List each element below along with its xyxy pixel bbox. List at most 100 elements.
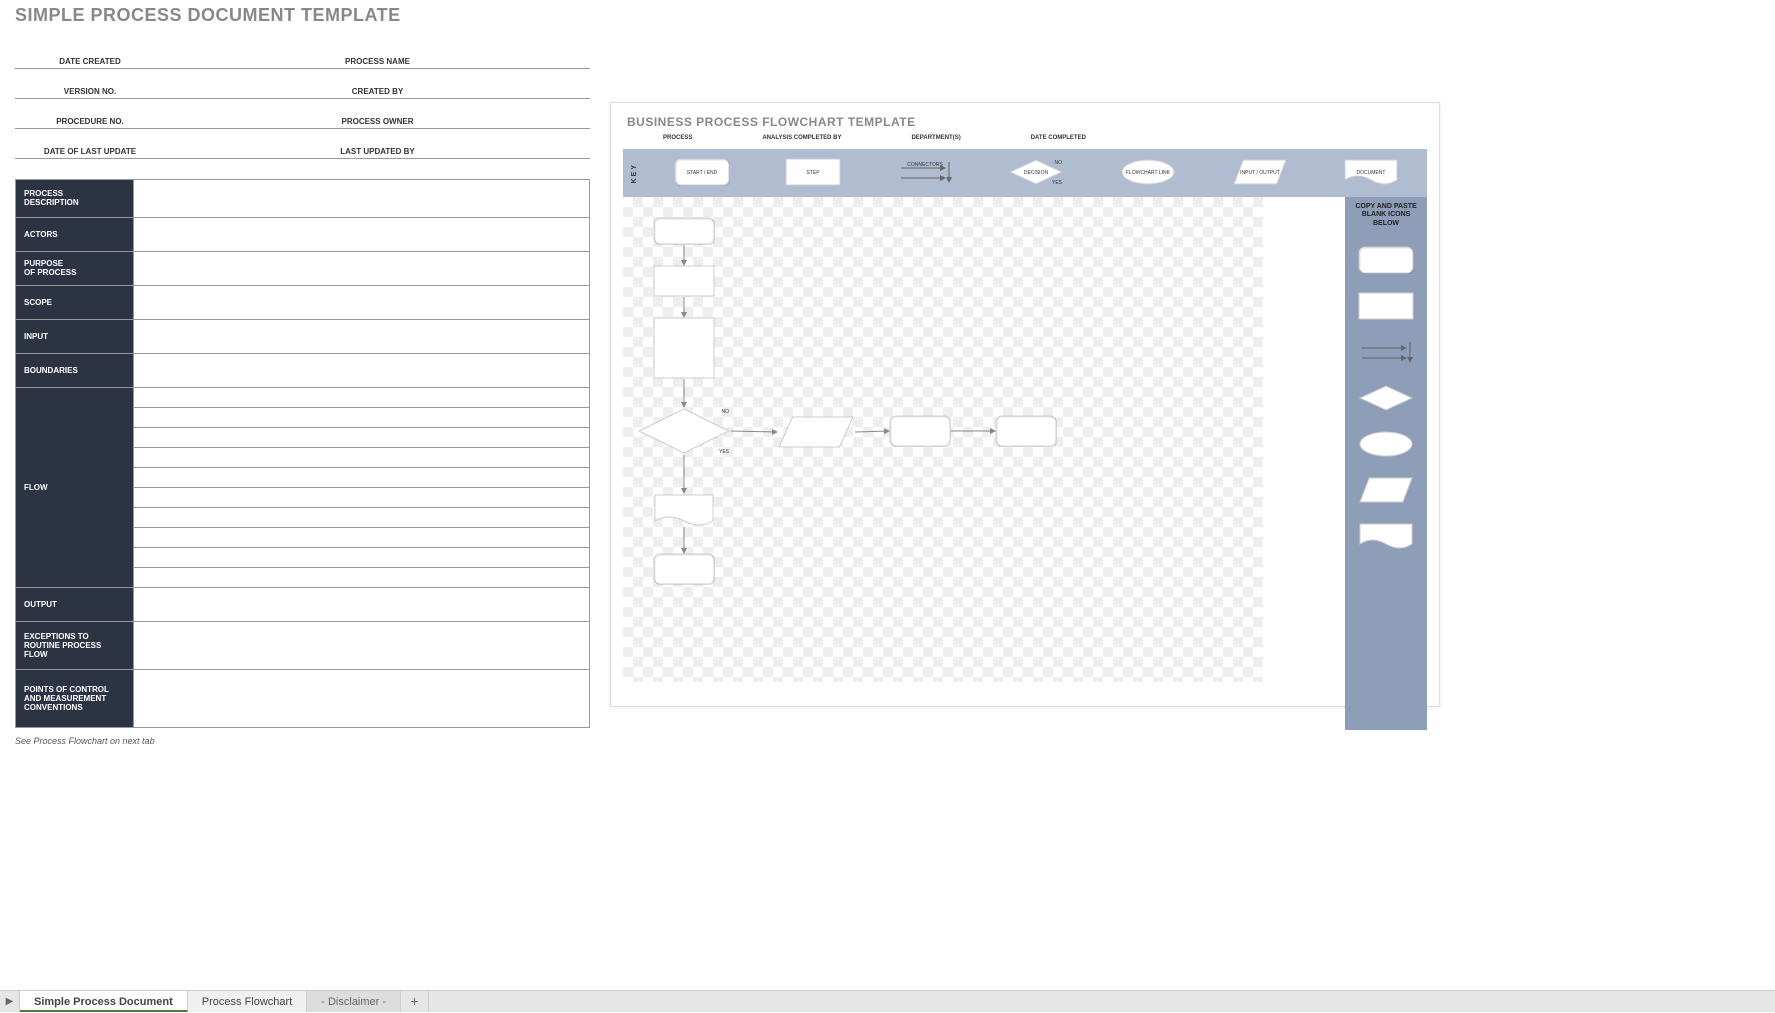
flowchart-meta-row: PROCESS ANALYSIS COMPLETED BY DEPARTMENT(S…: [623, 135, 1427, 141]
header-label: PROCESS OWNER: [265, 98, 490, 128]
header-value[interactable]: [490, 98, 590, 128]
sheet-tab[interactable]: Simple Process Document: [20, 991, 188, 1012]
add-sheet-button[interactable]: +: [401, 991, 429, 1012]
section-label: BOUNDARIES: [16, 353, 134, 387]
key-shape-parallelogram: INPUT / OUTPUT: [1232, 158, 1288, 188]
meta-label: PROCESS: [663, 135, 692, 141]
header-value[interactable]: [490, 38, 590, 68]
section-label: FLOW: [16, 387, 134, 587]
footer-note: See Process Flowchart on next tab: [15, 736, 590, 746]
flow-node-diamond[interactable]: NO YES: [637, 407, 731, 460]
svg-text:FLOWCHART LINK: FLOWCHART LINK: [1126, 170, 1171, 176]
header-label: PROCESS NAME: [265, 38, 490, 68]
key-shape-diamond: DECISION NO YES: [1008, 158, 1064, 188]
paste-label: COPY AND PASTEBLANK ICONSBELOW: [1345, 203, 1427, 228]
section-value-cell[interactable]: [134, 587, 590, 621]
flow-node-parallelogram[interactable]: [777, 415, 855, 454]
section-label: POINTS OF CONTROLAND MEASUREMENTCONVENTI…: [16, 669, 134, 727]
section-value-cell[interactable]: [134, 217, 590, 251]
section-value-cell[interactable]: [134, 507, 590, 527]
key-shape-ellipse: FLOWCHART LINK: [1120, 158, 1176, 188]
meta-label: DEPARTMENT(S): [911, 135, 960, 141]
section-label: ACTORS: [16, 217, 134, 251]
section-value-cell[interactable]: [134, 447, 590, 467]
svg-text:DOCUMENT: DOCUMENT: [1357, 170, 1386, 176]
svg-text:STEP: STEP: [807, 170, 821, 176]
section-value-cell[interactable]: [134, 621, 590, 669]
section-value-cell[interactable]: [134, 527, 590, 547]
paste-shape-connectors[interactable]: [1358, 338, 1414, 368]
flow-node-rrect[interactable]: [653, 553, 715, 590]
section-value-cell[interactable]: [134, 319, 590, 353]
header-value[interactable]: [165, 38, 265, 68]
sheet-tab[interactable]: - Disclaimer -: [307, 991, 401, 1012]
sheet-tabs-bar: ▶ Simple Process DocumentProcess Flowcha…: [0, 990, 1775, 1012]
paste-shape-rrect[interactable]: [1358, 246, 1414, 276]
svg-text:INPUT / OUTPUT: INPUT / OUTPUT: [1240, 170, 1280, 176]
flowchart-title: BUSINESS PROCESS FLOWCHART TEMPLATE: [627, 115, 1427, 129]
paste-shape-rect[interactable]: [1358, 292, 1414, 322]
section-value-cell[interactable]: [134, 547, 590, 567]
section-value-cell[interactable]: [134, 251, 590, 285]
section-value-cell[interactable]: [134, 427, 590, 447]
paste-shape-ellipse[interactable]: [1358, 430, 1414, 460]
process-document-panel: SIMPLE PROCESS DOCUMENT TEMPLATE DATE CR…: [15, 5, 590, 746]
page-title: SIMPLE PROCESS DOCUMENT TEMPLATE: [15, 5, 590, 26]
svg-text:DECISION: DECISION: [1024, 170, 1049, 176]
svg-text:YES: YES: [719, 449, 730, 455]
sheet-tab[interactable]: Process Flowchart: [188, 991, 307, 1012]
meta-label: ANALYSIS COMPLETED BY: [762, 135, 841, 141]
header-value[interactable]: [165, 68, 265, 98]
header-value[interactable]: [165, 98, 265, 128]
flowchart-canvas[interactable]: NO YES: [623, 197, 1263, 682]
meta-label: DATE COMPLETED: [1031, 135, 1086, 141]
section-value-cell[interactable]: [134, 353, 590, 387]
section-value-cell[interactable]: [134, 487, 590, 507]
flowchart-panel: BUSINESS PROCESS FLOWCHART TEMPLATE PROC…: [610, 102, 1440, 707]
svg-text:START / END: START / END: [687, 170, 718, 176]
section-value-cell[interactable]: [134, 285, 590, 319]
key-strip: KEY START / END STEP CONNECTORS DECISION N…: [623, 149, 1427, 197]
section-label: INPUT: [16, 319, 134, 353]
section-value-cell[interactable]: [134, 669, 590, 727]
svg-text:NO: NO: [722, 409, 730, 415]
key-shape-document: DOCUMENT: [1343, 158, 1399, 188]
key-label: KEY: [623, 163, 646, 183]
header-value[interactable]: [165, 128, 265, 158]
svg-text:NO: NO: [1055, 160, 1063, 166]
section-value-cell[interactable]: [134, 467, 590, 487]
header-label: DATE OF LAST UPDATE: [15, 128, 165, 158]
section-value-cell[interactable]: [134, 567, 590, 587]
section-value-cell[interactable]: [134, 387, 590, 407]
svg-text:CONNECTORS: CONNECTORS: [907, 162, 943, 168]
section-value-cell[interactable]: [134, 407, 590, 427]
header-label: PROCEDURE NO.: [15, 98, 165, 128]
section-label: SCOPE: [16, 285, 134, 319]
key-shapes-row: START / END STEP CONNECTORS DECISION NO YES…: [646, 149, 1427, 197]
paste-shape-diamond[interactable]: [1358, 384, 1414, 414]
header-value[interactable]: [490, 128, 590, 158]
key-shape-rrect: START / END: [674, 158, 730, 188]
flow-node-rect[interactable]: [653, 317, 715, 384]
paste-shape-document[interactable]: [1358, 522, 1414, 552]
flow-node-rrect[interactable]: [995, 415, 1057, 452]
paste-shape-parallelogram[interactable]: [1358, 476, 1414, 506]
header-label: CREATED BY: [265, 68, 490, 98]
section-value-cell[interactable]: [134, 179, 590, 217]
tab-nav-icon[interactable]: ▶: [0, 991, 20, 1012]
header-label: LAST UPDATED BY: [265, 128, 490, 158]
header-meta-table: DATE CREATED PROCESS NAME VERSION NO. CR…: [15, 38, 590, 159]
header-value[interactable]: [490, 68, 590, 98]
section-label: PURPOSEOF PROCESS: [16, 251, 134, 285]
flow-node-rrect[interactable]: [889, 415, 951, 452]
paste-column: COPY AND PASTEBLANK ICONSBELOW: [1345, 197, 1427, 730]
section-label: EXCEPTIONS TOROUTINE PROCESS FLOW: [16, 621, 134, 669]
section-label: PROCESSDESCRIPTION: [16, 179, 134, 217]
key-shape-connectors: CONNECTORS: [897, 158, 953, 188]
header-label: DATE CREATED: [15, 38, 165, 68]
svg-text:YES: YES: [1052, 180, 1063, 186]
flow-node-rrect[interactable]: [653, 217, 715, 250]
detail-table: PROCESSDESCRIPTIONACTORSPURPOSEOF PROCES…: [15, 179, 590, 728]
flow-node-rect[interactable]: [653, 265, 715, 302]
flow-node-document[interactable]: [653, 493, 715, 532]
